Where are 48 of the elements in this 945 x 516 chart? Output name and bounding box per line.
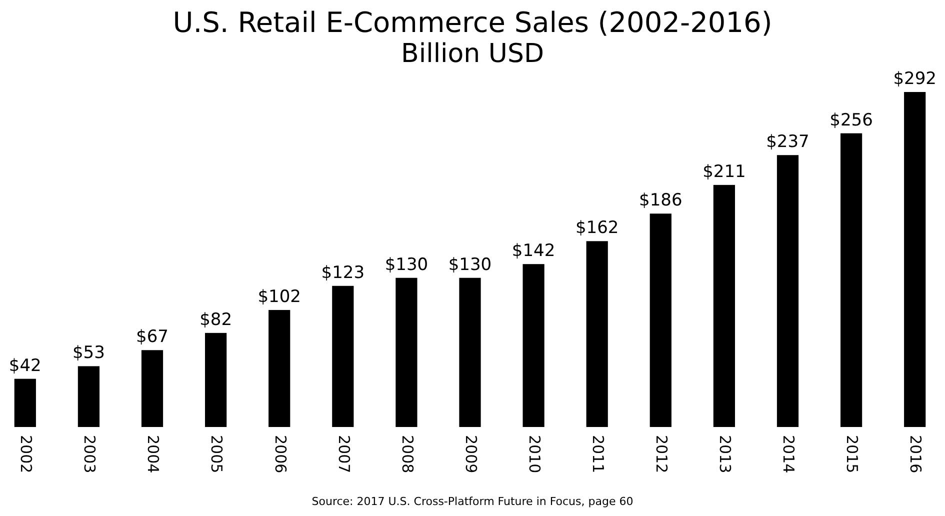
data-label: $130 — [384, 254, 428, 275]
x-tick-label: 2013 — [716, 435, 734, 474]
bar — [586, 241, 608, 427]
bar — [904, 92, 926, 427]
bar — [840, 133, 862, 427]
x-tick-label: 2006 — [271, 435, 290, 474]
chart-title: U.S. Retail E-Commerce Sales (2002-2016) — [172, 6, 772, 39]
x-tick-label: 2003 — [80, 435, 99, 474]
bar — [205, 332, 227, 427]
bar — [713, 184, 735, 427]
data-label: $82 — [200, 310, 232, 330]
x-tick-label: 2016 — [906, 435, 925, 474]
data-label: $67 — [136, 327, 168, 348]
x-tick-label: 2014 — [780, 435, 798, 474]
data-label: $130 — [448, 254, 492, 275]
data-label: $102 — [258, 286, 301, 307]
data-label: $292 — [893, 69, 936, 89]
x-tick-label: 2015 — [843, 435, 862, 474]
bar — [522, 264, 544, 427]
data-label: $256 — [830, 110, 873, 130]
x-tick-label: 2008 — [398, 435, 416, 474]
bar — [776, 155, 799, 427]
data-label: $123 — [321, 262, 365, 283]
bar — [78, 366, 100, 427]
bar — [396, 278, 418, 427]
bar — [14, 378, 36, 427]
data-label: $142 — [512, 241, 556, 262]
data-label: $162 — [575, 218, 619, 238]
data-label: $211 — [702, 162, 746, 182]
x-tick-label: 2007 — [334, 435, 353, 474]
data-label: $42 — [8, 356, 42, 376]
x-tick-label: 2011 — [588, 435, 608, 474]
x-tick-label: 2004 — [144, 435, 162, 474]
x-tick-label: 2005 — [208, 435, 226, 474]
x-tick-label: 2012 — [652, 435, 671, 474]
x-tick-label: 2010 — [525, 435, 544, 474]
bar — [332, 286, 354, 427]
chart-subtitle: Billion USD — [401, 39, 544, 69]
data-label: $53 — [72, 343, 105, 364]
bar — [268, 310, 290, 427]
bar — [650, 214, 672, 427]
data-label: $186 — [639, 190, 682, 211]
bar — [141, 350, 164, 427]
source-note: Source: 2017 U.S. Cross-Platform Future in Focus, page 60 — [312, 495, 634, 508]
data-label: $237 — [766, 132, 810, 152]
x-tick-label: 2002 — [17, 435, 36, 474]
x-tick-label: 2009 — [462, 435, 480, 474]
bar — [459, 278, 481, 427]
